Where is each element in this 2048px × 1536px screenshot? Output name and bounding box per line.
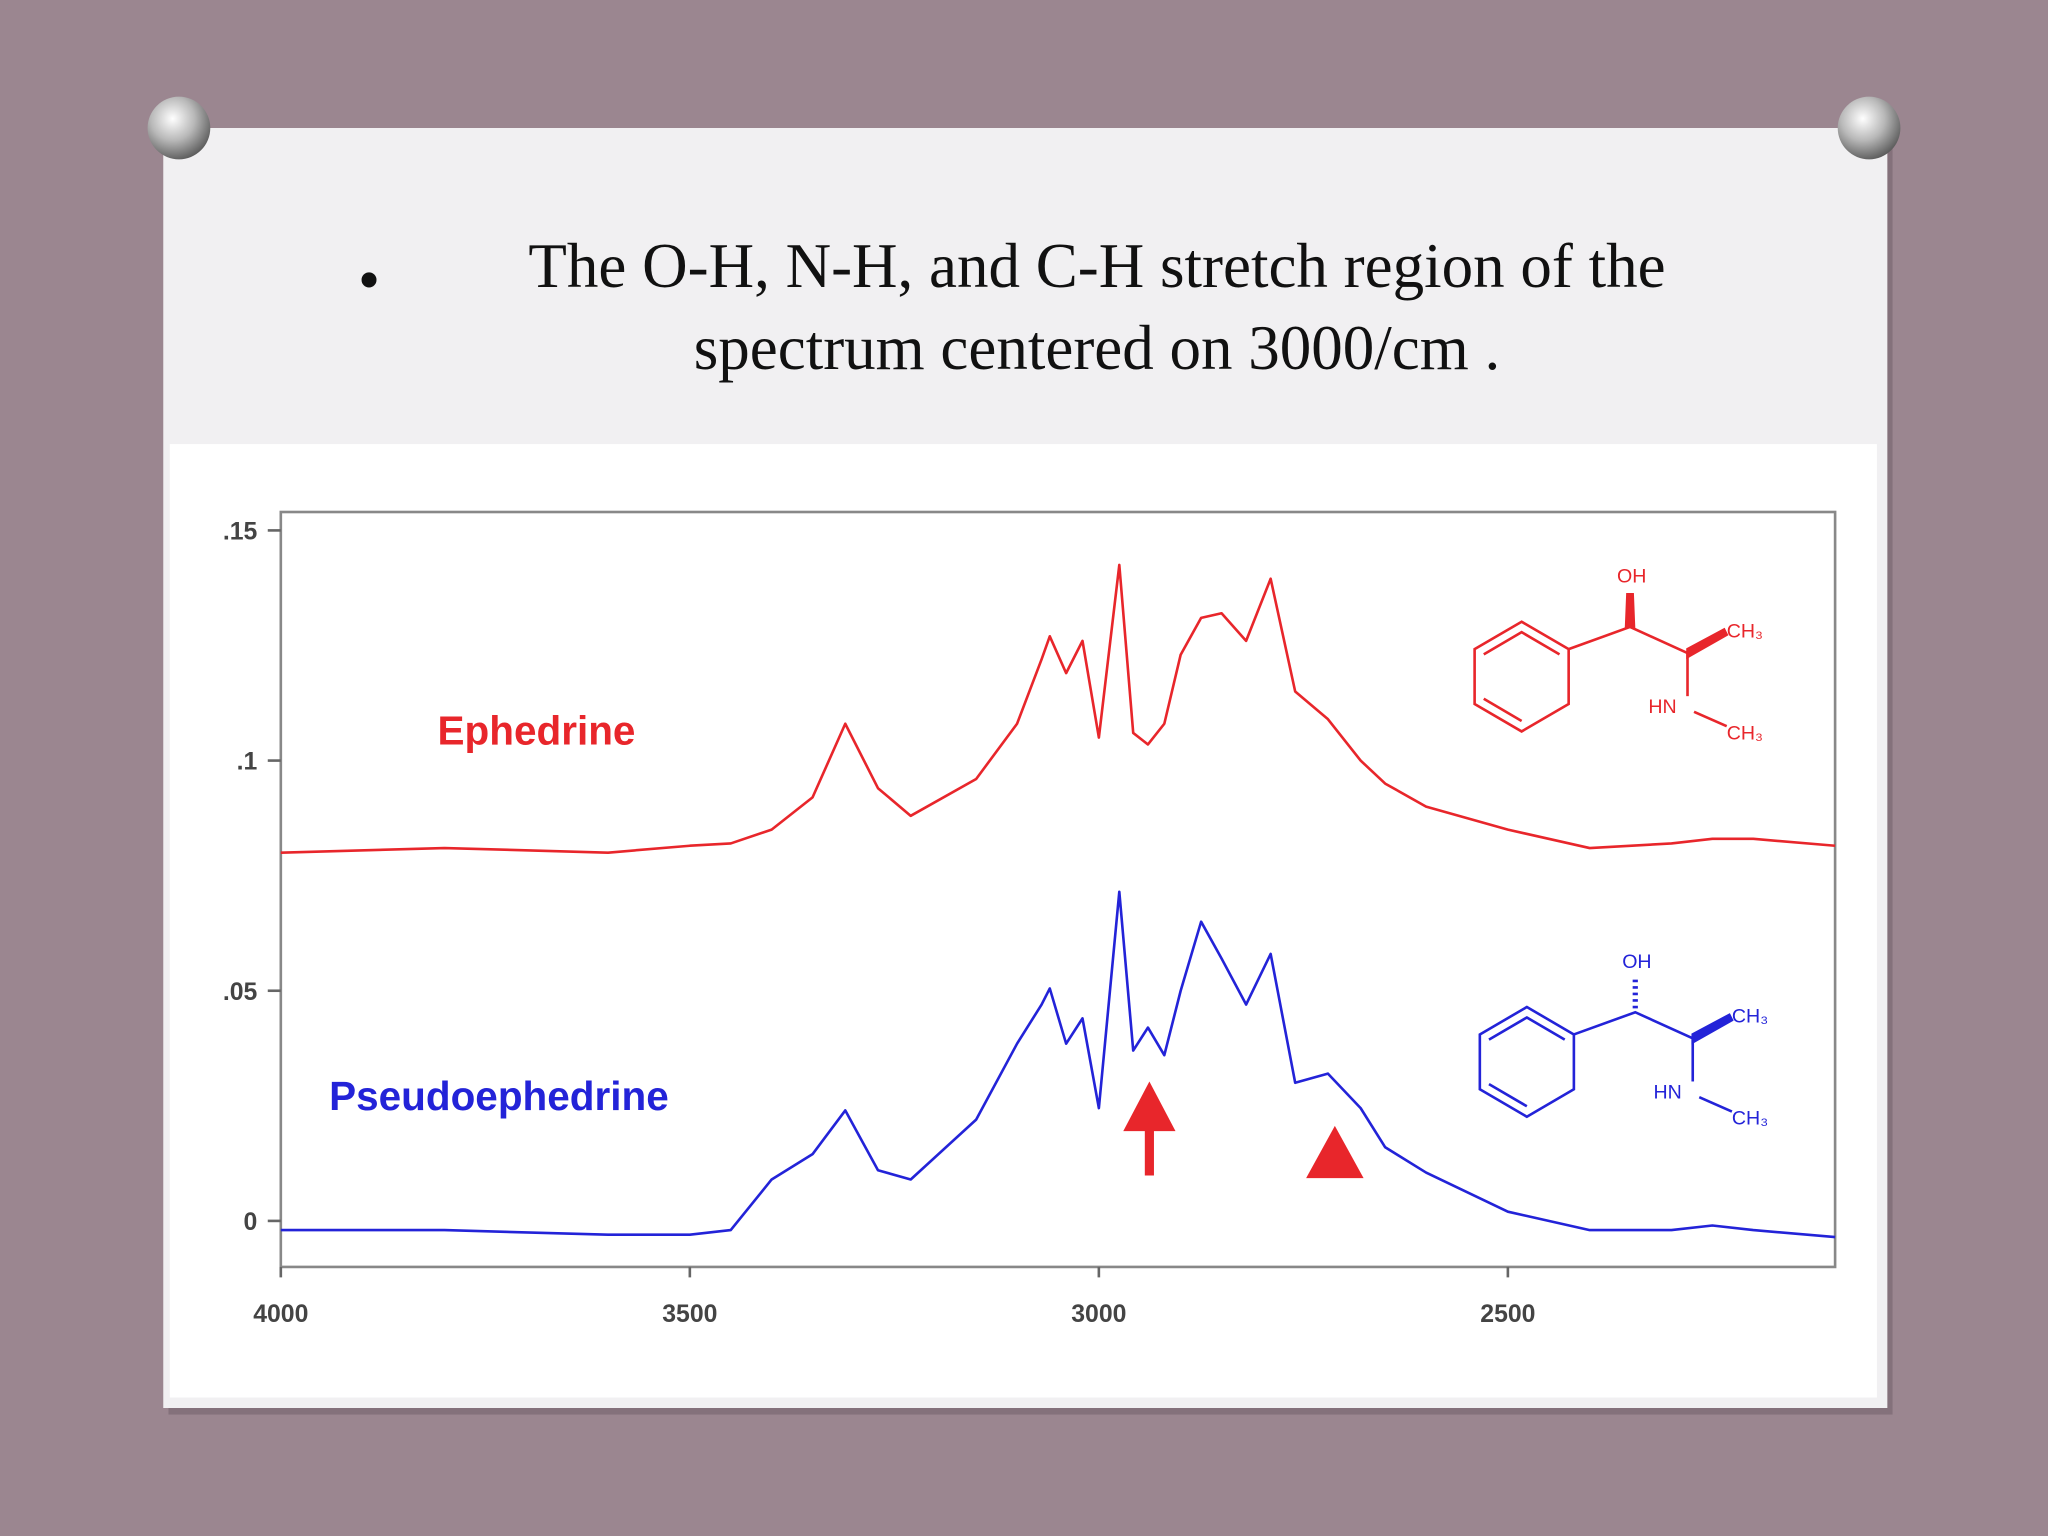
- atom-label: CH₃: [1732, 1108, 1768, 1130]
- bond: [1483, 630, 1561, 656]
- pin: [1837, 96, 1901, 160]
- atom-label: CH₃: [1727, 722, 1763, 744]
- bullet: •: [358, 245, 381, 315]
- plot: .15 .1 .05 0 4000 3500 3000 2500 Ephedrine Pseudo…: [223, 510, 1837, 1328]
- plot-frame: [279, 510, 1837, 1269]
- y-tick-label: .05: [223, 979, 258, 1006]
- bond: [1573, 1010, 1694, 1040]
- bond: [1693, 710, 1728, 728]
- series-label: Ephedrine: [438, 707, 636, 753]
- x-tick-label: 2500: [1480, 1301, 1535, 1328]
- x-tick-label: 4000: [253, 1301, 308, 1328]
- x-tick-label: 3000: [1071, 1301, 1126, 1328]
- series-label: Pseudoephedrine: [329, 1073, 669, 1119]
- slide-title: The O-H, N-H, and C-H stretch region of …: [528, 231, 1666, 383]
- triangle-marker: [1306, 1125, 1364, 1179]
- arrow-head: [1123, 1081, 1176, 1132]
- y-tick-label: .1: [237, 749, 258, 776]
- bond: [1483, 697, 1523, 723]
- atom-label: CH₃: [1727, 620, 1763, 642]
- y-tick-label: .15: [223, 519, 258, 546]
- atom-label: OH: [1622, 951, 1651, 973]
- atom-label: CH₃: [1732, 1006, 1768, 1028]
- x-tick-label: 3500: [662, 1301, 717, 1328]
- molecule: OH CH₃ HN CH₃: [1478, 951, 1768, 1130]
- atom-label: HN: [1648, 696, 1676, 718]
- atom-label: HN: [1654, 1081, 1682, 1103]
- bond: [1488, 1082, 1528, 1108]
- spectrum-line: [280, 563, 1836, 854]
- benzene-ring: [1473, 620, 1570, 733]
- bond: [1488, 1015, 1566, 1041]
- molecule: OH CH₃ HN CH₃: [1473, 566, 1763, 744]
- chart-area: [169, 444, 1877, 1398]
- wedge: [1624, 592, 1636, 629]
- atom-label: OH: [1617, 566, 1646, 588]
- bond: [1698, 1095, 1733, 1113]
- y-tick-label: 0: [244, 1209, 258, 1236]
- pin: [147, 96, 211, 160]
- spectrum-line: [280, 890, 1836, 1239]
